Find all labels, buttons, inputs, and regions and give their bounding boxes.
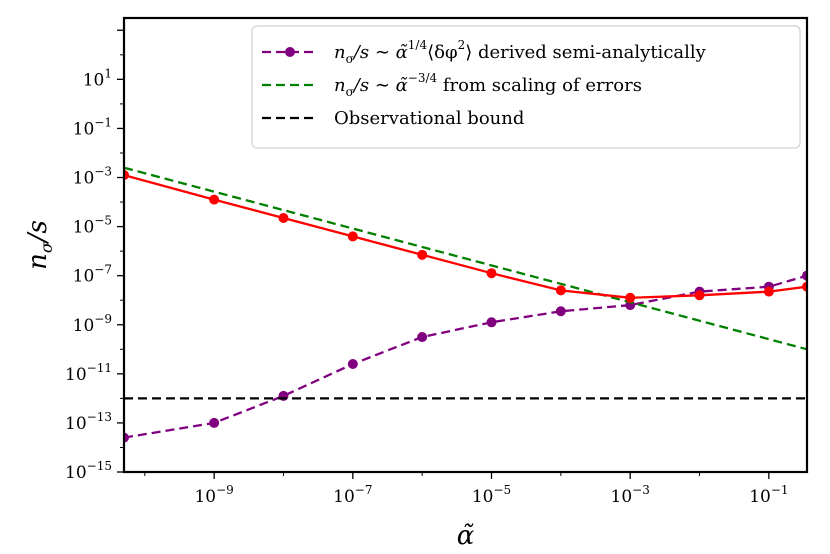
data-point-combined bbox=[486, 268, 497, 279]
data-point-semi_analytic bbox=[209, 417, 220, 428]
y-tick-label: 10−15 bbox=[65, 459, 112, 483]
legend-label-semi_analytic: nσ/s ∼ α̃1/4⟨δφ2⟩ derived semi-analytica… bbox=[334, 38, 707, 66]
series-line-combined bbox=[124, 173, 807, 299]
data-point-combined bbox=[124, 170, 129, 181]
data-point-combined bbox=[763, 286, 774, 297]
ticks-layer: 10−9 10−7 10−5 10−3 10−1 101 10−1 10−3 10−5 10−7 1… bbox=[65, 29, 789, 507]
y-tick-label: 10−11 bbox=[65, 361, 112, 385]
y-tick-label: 10−5 bbox=[73, 214, 112, 238]
x-tick-label: 10−1 bbox=[749, 483, 788, 507]
legend-marker-semi_analytic bbox=[285, 47, 295, 57]
y-axis-label: nσ/s bbox=[23, 220, 56, 270]
y-tick-label: 10−3 bbox=[73, 165, 112, 189]
data-point-combined bbox=[555, 285, 566, 296]
data-point-combined bbox=[625, 292, 636, 303]
x-axis-label: α̃ bbox=[457, 521, 475, 551]
series-line-semi_analytic bbox=[124, 274, 807, 439]
data-point-semi_analytic bbox=[347, 359, 358, 370]
data-point-combined bbox=[802, 281, 807, 292]
series-layer bbox=[124, 166, 807, 443]
plot-frame bbox=[122, 16, 809, 474]
y-tick-label: 10−7 bbox=[73, 263, 112, 287]
x-tick-label: 10−3 bbox=[611, 483, 650, 507]
data-point-combined bbox=[347, 231, 358, 242]
x-tick-label: 10−5 bbox=[472, 483, 511, 507]
legend-box bbox=[251, 25, 801, 149]
data-point-combined bbox=[209, 194, 220, 205]
data-point-semi_analytic bbox=[555, 306, 566, 317]
data-point-combined bbox=[278, 213, 289, 224]
y-tick-label: 10−13 bbox=[65, 410, 112, 434]
legend-label-observational_bound: Observational bound bbox=[334, 108, 524, 129]
x-tick-label: 10−7 bbox=[333, 483, 372, 507]
y-tick-label: 101 bbox=[83, 66, 112, 90]
x-tick-label: 10−9 bbox=[194, 483, 233, 507]
data-point-combined bbox=[694, 290, 705, 301]
y-tick-label: 10−9 bbox=[73, 312, 112, 336]
data-point-semi_analytic bbox=[802, 270, 807, 281]
y-tick-label: 10−1 bbox=[73, 115, 112, 139]
series-line-scaling_errors bbox=[124, 166, 807, 351]
legend: nσ/s ∼ α̃1/4⟨δφ2⟩ derived semi-analytica… bbox=[251, 25, 801, 149]
data-point-semi_analytic bbox=[417, 332, 428, 343]
data-point-semi_analytic bbox=[486, 317, 497, 328]
data-point-semi_analytic bbox=[124, 432, 129, 443]
data-point-combined bbox=[417, 249, 428, 260]
legend-label-scaling_errors: nσ/s ∼ α̃−3/4 from scaling of errors bbox=[334, 71, 642, 99]
